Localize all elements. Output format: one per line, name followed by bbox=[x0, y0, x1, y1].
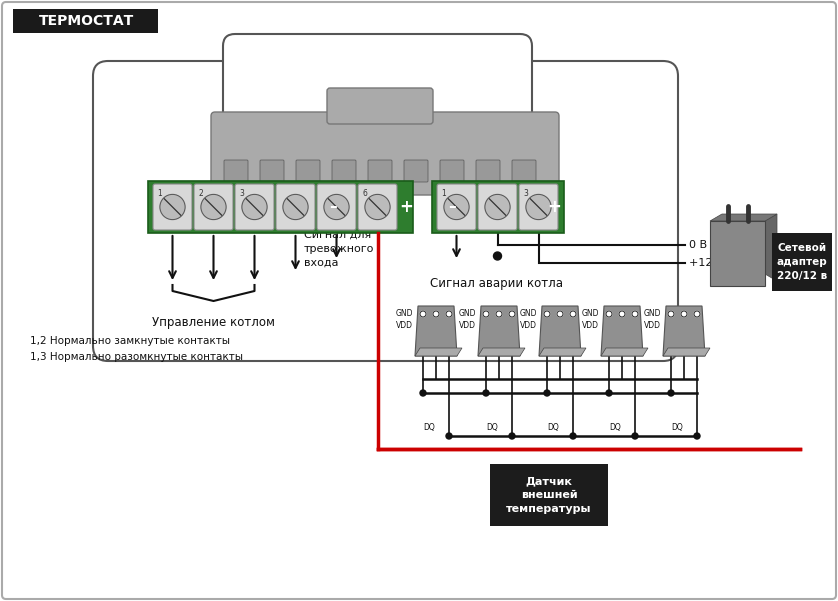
Circle shape bbox=[283, 194, 308, 219]
FancyBboxPatch shape bbox=[235, 184, 274, 230]
Text: 1,2 Нормально замкнутые контакты: 1,2 Нормально замкнутые контакты bbox=[30, 336, 230, 346]
Text: 0 В: 0 В bbox=[689, 240, 707, 250]
Polygon shape bbox=[710, 214, 777, 221]
Polygon shape bbox=[663, 306, 705, 356]
Text: GND: GND bbox=[520, 308, 537, 317]
Bar bbox=[490, 464, 608, 526]
FancyBboxPatch shape bbox=[512, 160, 536, 182]
Circle shape bbox=[606, 390, 612, 396]
FancyBboxPatch shape bbox=[476, 160, 500, 182]
Circle shape bbox=[632, 433, 638, 439]
Polygon shape bbox=[601, 348, 648, 356]
Text: +: + bbox=[547, 198, 561, 216]
Text: ТЕРМОСТАТ: ТЕРМОСТАТ bbox=[39, 14, 133, 28]
Polygon shape bbox=[478, 306, 520, 356]
Text: Сетевой
адаптер
220/12 в: Сетевой адаптер 220/12 в bbox=[777, 243, 827, 281]
Circle shape bbox=[557, 311, 563, 317]
Text: 1,3 Нормально разомкнутые контакты: 1,3 Нормально разомкнутые контакты bbox=[30, 352, 243, 362]
Text: DQ: DQ bbox=[547, 423, 559, 432]
FancyBboxPatch shape bbox=[260, 160, 284, 182]
FancyBboxPatch shape bbox=[224, 160, 248, 182]
Bar bbox=[432, 181, 564, 233]
Text: GND: GND bbox=[582, 308, 599, 317]
FancyBboxPatch shape bbox=[194, 184, 233, 230]
Polygon shape bbox=[765, 214, 777, 281]
Circle shape bbox=[494, 252, 501, 260]
Text: Датчик
внешней
температуры: Датчик внешней температуры bbox=[506, 476, 592, 514]
Text: VDD: VDD bbox=[459, 322, 476, 331]
Text: GND: GND bbox=[458, 308, 476, 317]
Circle shape bbox=[509, 433, 515, 439]
Text: Сигнал для
тревожного
входа: Сигнал для тревожного входа bbox=[303, 230, 374, 268]
Circle shape bbox=[324, 194, 349, 219]
Text: 1: 1 bbox=[441, 189, 446, 198]
Text: 3: 3 bbox=[239, 189, 244, 198]
Circle shape bbox=[433, 311, 439, 317]
Text: VDD: VDD bbox=[520, 322, 537, 331]
Circle shape bbox=[483, 311, 489, 317]
Polygon shape bbox=[663, 348, 710, 356]
Circle shape bbox=[446, 311, 452, 317]
FancyBboxPatch shape bbox=[223, 34, 532, 133]
FancyBboxPatch shape bbox=[327, 88, 433, 124]
Text: 2: 2 bbox=[198, 189, 203, 198]
Text: Сигнал аварии котла: Сигнал аварии котла bbox=[430, 276, 563, 290]
Circle shape bbox=[420, 390, 426, 396]
Circle shape bbox=[544, 311, 550, 317]
Circle shape bbox=[201, 194, 226, 219]
Text: VDD: VDD bbox=[644, 322, 661, 331]
Circle shape bbox=[483, 390, 489, 396]
Text: +: + bbox=[399, 198, 413, 216]
Text: GND: GND bbox=[644, 308, 661, 317]
FancyBboxPatch shape bbox=[211, 112, 559, 195]
Circle shape bbox=[570, 311, 576, 317]
Text: 6: 6 bbox=[362, 189, 367, 198]
Text: DQ: DQ bbox=[423, 423, 435, 432]
Circle shape bbox=[694, 433, 700, 439]
Text: DQ: DQ bbox=[671, 423, 683, 432]
FancyBboxPatch shape bbox=[358, 184, 397, 230]
Text: –: – bbox=[329, 200, 337, 215]
FancyBboxPatch shape bbox=[153, 184, 192, 230]
Bar bbox=[13, 9, 158, 33]
Circle shape bbox=[444, 194, 469, 219]
Circle shape bbox=[509, 311, 515, 317]
Text: VDD: VDD bbox=[582, 322, 599, 331]
Circle shape bbox=[160, 194, 185, 219]
FancyBboxPatch shape bbox=[404, 160, 428, 182]
Circle shape bbox=[365, 194, 391, 219]
FancyBboxPatch shape bbox=[93, 61, 678, 361]
Circle shape bbox=[242, 194, 267, 219]
Circle shape bbox=[668, 390, 674, 396]
Bar bbox=[772, 233, 832, 291]
Circle shape bbox=[420, 311, 426, 317]
Text: DQ: DQ bbox=[486, 423, 498, 432]
Text: –: – bbox=[448, 200, 456, 215]
FancyBboxPatch shape bbox=[368, 160, 392, 182]
Text: GND: GND bbox=[396, 308, 413, 317]
Circle shape bbox=[485, 194, 510, 219]
FancyBboxPatch shape bbox=[317, 184, 356, 230]
FancyBboxPatch shape bbox=[478, 184, 517, 230]
Text: 3: 3 bbox=[523, 189, 528, 198]
FancyBboxPatch shape bbox=[519, 184, 558, 230]
Circle shape bbox=[526, 194, 551, 219]
Polygon shape bbox=[478, 348, 525, 356]
Bar bbox=[148, 181, 413, 233]
Circle shape bbox=[632, 311, 638, 317]
Circle shape bbox=[544, 390, 550, 396]
Text: VDD: VDD bbox=[396, 322, 413, 331]
Text: Управление котлом: Управление котлом bbox=[152, 316, 275, 329]
Text: +12 В: +12 В bbox=[689, 258, 724, 268]
Text: 1: 1 bbox=[157, 189, 162, 198]
Text: DQ: DQ bbox=[609, 423, 621, 432]
Circle shape bbox=[570, 433, 576, 439]
FancyBboxPatch shape bbox=[296, 160, 320, 182]
Polygon shape bbox=[415, 306, 457, 356]
Circle shape bbox=[446, 433, 452, 439]
Circle shape bbox=[606, 311, 612, 317]
Circle shape bbox=[694, 311, 700, 317]
FancyBboxPatch shape bbox=[276, 184, 315, 230]
Bar bbox=[710, 221, 765, 286]
